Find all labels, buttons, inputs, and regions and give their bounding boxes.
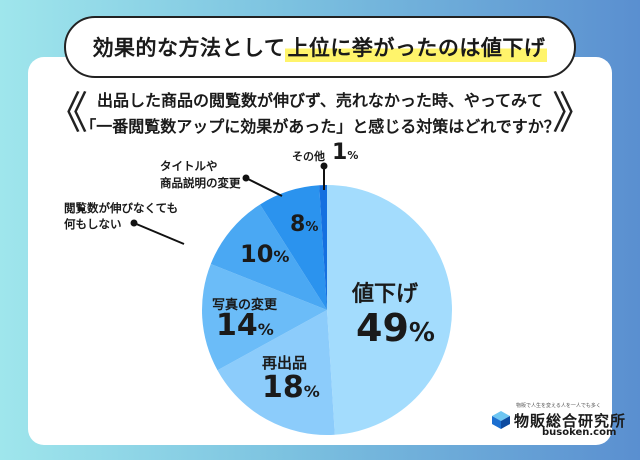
pie-slice [202,263,327,371]
question-line-2: 「一番閲覧数アップに効果があった」と感じる対策はどれですか？ [80,117,560,136]
value-title-desc: 8% [290,212,319,237]
label-photo-change: 写真の変更 [212,298,278,313]
chevron-left-icon: 《 [44,88,88,139]
leader-dot [242,174,250,182]
logo-name: 物販総合研究所 [514,412,627,430]
question-line-1: 出品した商品の閲覧数が伸びず、売れなかった時、やってみて [96,91,544,110]
label-price-cut: 値下げ [352,282,419,307]
value-other: 1% [332,140,359,165]
label-other: その他 [292,150,325,163]
logo-tagline: 物販で人生を変える人を一人でも多く [516,403,601,409]
leader-line [245,177,283,197]
leader-dot [130,219,138,227]
value-do-nothing: 10% [240,240,290,268]
label-do-nothing: 閲覧数が伸びなくても 何もしない [64,201,179,231]
value-price-cut: 49% [356,306,435,350]
value-photo-change: 14% [216,308,274,343]
page-title: 効果的な方法として 上位に挙がったのは値下げ [64,16,576,78]
pie-slice [210,204,327,310]
title-highlight: 上位に挙がったのは値下げ [285,32,548,62]
pie-slice [319,185,327,310]
value-relist: 18% [262,370,320,405]
leader-dot [320,162,328,170]
chevron-right-icon: 》 [552,88,596,139]
logo-cube-icon [492,411,510,429]
pie-slice [327,185,453,435]
leader-line [133,222,185,245]
survey-question: 出品した商品の閲覧数が伸びず、売れなかった時、やってみて 「一番閲覧数アップに効… [0,88,640,140]
label-relist: 再出品 [262,354,308,372]
logo-url: busoken.com [542,427,617,438]
label-title-desc: タイトルや 商品説明の変更 [160,159,241,190]
pie-slice [260,185,327,310]
title-plain: 効果的な方法として [92,36,286,60]
pie-slice [217,310,335,435]
